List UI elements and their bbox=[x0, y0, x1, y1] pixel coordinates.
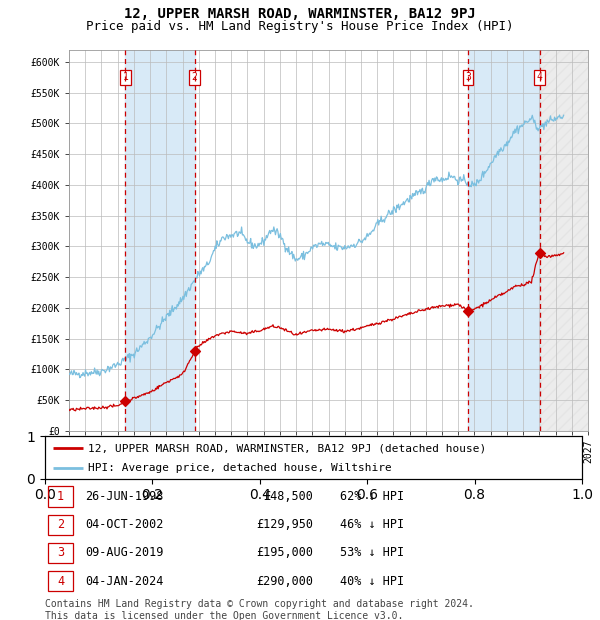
Bar bbox=[468, 50, 539, 431]
Text: £48,500: £48,500 bbox=[263, 490, 314, 503]
Text: £290,000: £290,000 bbox=[257, 575, 314, 588]
Text: 4: 4 bbox=[57, 575, 64, 588]
Text: 2: 2 bbox=[192, 73, 197, 82]
Text: 40% ↓ HPI: 40% ↓ HPI bbox=[340, 575, 404, 588]
Text: 62% ↓ HPI: 62% ↓ HPI bbox=[340, 490, 404, 503]
Bar bbox=[539, 50, 596, 431]
Text: 53% ↓ HPI: 53% ↓ HPI bbox=[340, 546, 404, 559]
Bar bbox=[47, 515, 73, 535]
Text: 12, UPPER MARSH ROAD, WARMINSTER, BA12 9PJ (detached house): 12, UPPER MARSH ROAD, WARMINSTER, BA12 9… bbox=[88, 443, 486, 453]
Text: 2: 2 bbox=[57, 518, 64, 531]
Text: 09-AUG-2019: 09-AUG-2019 bbox=[85, 546, 164, 559]
Bar bbox=[47, 571, 73, 591]
Bar bbox=[47, 542, 73, 563]
Text: 04-OCT-2002: 04-OCT-2002 bbox=[85, 518, 164, 531]
Point bbox=[121, 396, 130, 406]
Text: HPI: Average price, detached house, Wiltshire: HPI: Average price, detached house, Wilt… bbox=[88, 463, 392, 473]
Bar bbox=[125, 50, 194, 431]
Text: 46% ↓ HPI: 46% ↓ HPI bbox=[340, 518, 404, 531]
Point bbox=[535, 247, 544, 257]
Text: Contains HM Land Registry data © Crown copyright and database right 2024.
This d: Contains HM Land Registry data © Crown c… bbox=[45, 599, 474, 620]
Text: Price paid vs. HM Land Registry's House Price Index (HPI): Price paid vs. HM Land Registry's House … bbox=[86, 20, 514, 33]
Bar bbox=[47, 486, 73, 507]
Text: £129,950: £129,950 bbox=[257, 518, 314, 531]
Text: 1: 1 bbox=[122, 73, 128, 82]
Text: 3: 3 bbox=[465, 73, 471, 82]
Text: 4: 4 bbox=[536, 73, 542, 82]
Text: 26-JUN-1998: 26-JUN-1998 bbox=[85, 490, 164, 503]
Text: £195,000: £195,000 bbox=[257, 546, 314, 559]
Text: 04-JAN-2024: 04-JAN-2024 bbox=[85, 575, 164, 588]
Text: 3: 3 bbox=[57, 546, 64, 559]
Text: 1: 1 bbox=[57, 490, 64, 503]
Point bbox=[190, 346, 199, 356]
Point bbox=[463, 306, 473, 316]
Text: 12, UPPER MARSH ROAD, WARMINSTER, BA12 9PJ: 12, UPPER MARSH ROAD, WARMINSTER, BA12 9… bbox=[124, 7, 476, 22]
